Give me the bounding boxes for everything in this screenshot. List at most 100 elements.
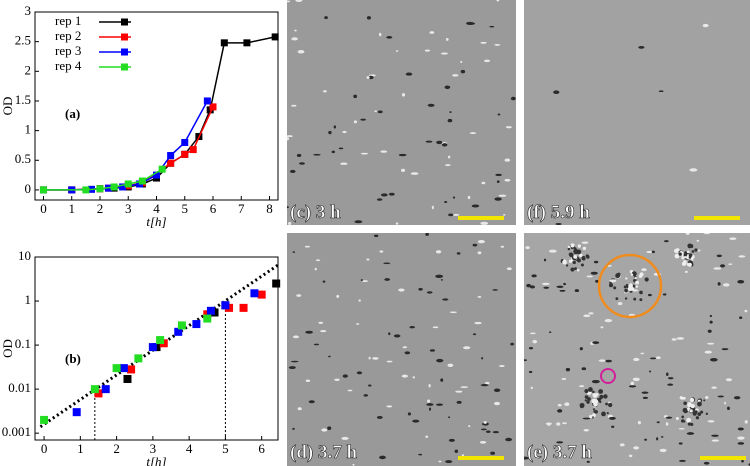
cell (588, 312, 594, 315)
cell (526, 283, 531, 288)
cell (728, 263, 733, 266)
marker (243, 39, 251, 47)
cluster-cell (635, 285, 639, 288)
cell (717, 395, 725, 398)
cell (305, 330, 313, 334)
marker (272, 279, 281, 288)
cell (327, 426, 332, 431)
cell (447, 363, 454, 367)
cluster-cell (623, 285, 627, 289)
cell (447, 155, 451, 159)
cell (445, 164, 451, 166)
cell (412, 376, 415, 379)
cluster-cell (635, 280, 639, 285)
cell (662, 293, 667, 296)
cell (725, 378, 733, 382)
cell (292, 427, 295, 430)
cluster-cell (689, 409, 693, 413)
cell (493, 388, 501, 393)
cell (400, 168, 406, 172)
cluster-cell (572, 260, 576, 265)
cell (407, 412, 411, 416)
y-axis-label: OD (0, 339, 15, 358)
highlight-circle (597, 253, 663, 319)
cell (553, 90, 560, 94)
x-tick-label: 6 (210, 201, 217, 216)
marker (271, 33, 279, 41)
cluster-cell (576, 249, 582, 255)
marker (72, 408, 81, 417)
cell (427, 399, 431, 403)
cell (583, 428, 590, 432)
marker (158, 165, 166, 173)
cell (472, 333, 477, 336)
cell (640, 352, 645, 355)
cell (436, 358, 444, 363)
cell (707, 329, 712, 333)
marker (156, 336, 165, 345)
cell (308, 400, 315, 404)
cell (425, 435, 429, 438)
cluster-cell (570, 267, 575, 272)
cell (617, 302, 623, 306)
cell (496, 180, 500, 183)
cell (287, 137, 290, 141)
cell (463, 346, 471, 350)
cell (294, 29, 297, 32)
cell (366, 258, 370, 261)
cell (741, 459, 744, 463)
cell (666, 372, 669, 376)
marker (174, 327, 183, 336)
scale-bar (458, 456, 504, 460)
cell (296, 153, 302, 157)
cluster-cell (694, 248, 698, 252)
cell (440, 278, 443, 281)
cell (633, 357, 640, 362)
marker (110, 183, 118, 191)
cell (297, 50, 305, 54)
x-tick-label: 5 (222, 441, 229, 456)
cell (678, 428, 685, 430)
cell (314, 267, 317, 271)
cluster-cell (630, 273, 634, 276)
cell (721, 348, 729, 351)
cell (555, 222, 562, 225)
marker (90, 385, 99, 394)
x-tick-label: 4 (153, 201, 160, 216)
cell (455, 390, 463, 393)
cluster-cell (634, 276, 637, 280)
cell (444, 201, 448, 204)
cell (684, 270, 689, 273)
cell (582, 417, 591, 420)
cell (360, 279, 363, 281)
cell (287, 206, 289, 209)
cell (401, 374, 408, 378)
cell (472, 243, 478, 247)
cluster-cell (692, 411, 697, 416)
cluster-cell (687, 403, 692, 408)
cell (376, 415, 383, 419)
cluster-cell (584, 399, 587, 402)
cell (498, 194, 507, 197)
marker (119, 364, 128, 373)
marker (209, 103, 217, 111)
cell (305, 379, 311, 383)
cluster-cell (598, 389, 604, 394)
cluster-cell (615, 273, 621, 279)
cluster-cell (687, 422, 692, 426)
marker (189, 146, 197, 154)
cell (492, 289, 498, 291)
cell (352, 463, 355, 466)
cell (646, 250, 654, 254)
cell (460, 60, 463, 64)
cluster-cell (639, 290, 643, 295)
cell (315, 259, 321, 262)
panel-label: (a) (65, 106, 80, 121)
cell (336, 294, 340, 298)
cell (711, 439, 720, 442)
legend-label: rep 2 (55, 28, 81, 43)
cell (579, 347, 583, 351)
cell (707, 420, 715, 423)
cell (628, 385, 637, 388)
